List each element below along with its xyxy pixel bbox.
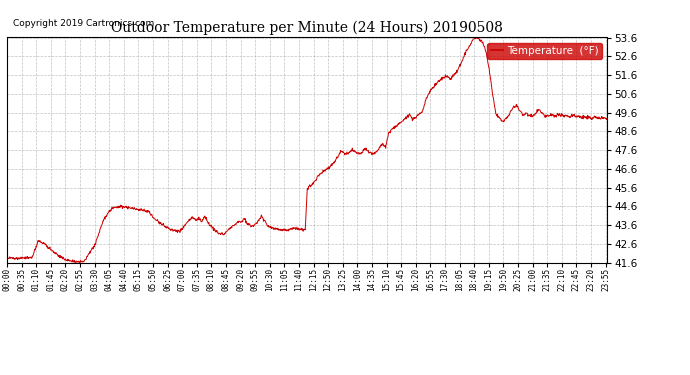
Title: Outdoor Temperature per Minute (24 Hours) 20190508: Outdoor Temperature per Minute (24 Hours… bbox=[111, 21, 503, 35]
Text: Copyright 2019 Cartronics.com: Copyright 2019 Cartronics.com bbox=[13, 20, 154, 28]
Legend: Temperature  (°F): Temperature (°F) bbox=[487, 43, 602, 59]
